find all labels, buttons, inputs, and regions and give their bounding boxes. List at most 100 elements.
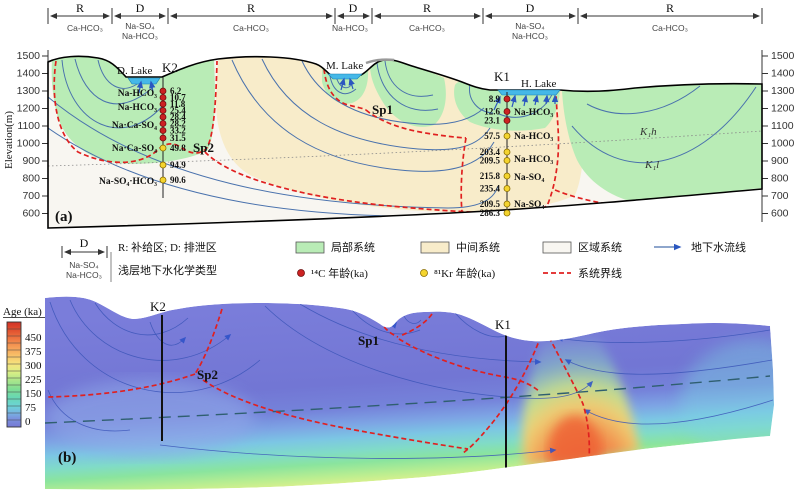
d-lake-water (127, 77, 161, 85)
k1-kr-dots (503, 132, 511, 217)
k2-water-type: Na-SO₄·HCO₃ (99, 177, 157, 187)
axis-tick-label: 1000 (771, 138, 795, 150)
axis-tick-label: 1400 (17, 68, 41, 80)
age-colorbar: Age (ka) 450 375 300 225 150 75 0 (3, 306, 46, 428)
axis-tick-label: 900 (771, 155, 789, 167)
zone-chem: Na-HCO₃ (122, 31, 158, 41)
legend-swatch-intermediate (420, 241, 450, 254)
axis-tick-label: 800 (22, 173, 40, 185)
k1-c14-dots (503, 95, 511, 124)
colorbar-tick: 300 (25, 360, 42, 372)
colorbar-tick: 75 (25, 402, 37, 414)
zone-letter: R (76, 1, 84, 15)
legend-swatch-regional (542, 241, 572, 254)
colorbar-tick: 450 (25, 332, 42, 344)
legend-d-chem: Na-SO₄ (69, 260, 99, 270)
hill-cap (365, 58, 395, 65)
panel-b: Age (ka) 450 375 300 225 150 75 0 (3, 296, 774, 490)
axis-tick-label: 1100 (771, 120, 794, 132)
strata-contact-line (48, 130, 762, 167)
k2-age: 33.2 (170, 126, 186, 136)
panel-a: 1500 1400 1300 1200 1100 1000 900 800 70… (3, 50, 795, 229)
colorbar-tick: 225 (25, 374, 42, 386)
k2-label: K2 (162, 60, 178, 75)
zone-chem: Ca-HCO₃ (409, 23, 445, 33)
elevation-axis-left: 1500 1400 1300 1200 1100 1000 900 800 70… (3, 50, 49, 228)
axis-tick-label: 1000 (17, 138, 41, 150)
k2-age: 31.5 (170, 133, 186, 143)
panel-a-label: (a) (55, 209, 73, 225)
legend-d-letter: D (80, 236, 89, 250)
legend-swatch-local (295, 241, 325, 254)
axis-tick-label: 1300 (771, 85, 795, 97)
k1-water-type: Na-HCO₃ (514, 132, 553, 142)
sp1-label-a: Sp1 (372, 102, 393, 117)
zone-chem: Na-SO₄ (515, 21, 545, 31)
zone-chem: Ca-HCO₃ (233, 23, 269, 33)
k2-water-type: Na·Ca-SO₄ (112, 121, 157, 131)
legend-boundary-label: 系统界线 (578, 266, 622, 280)
colorbar-tick: 375 (25, 346, 42, 358)
legend-d-chem: Na-HCO₃ (66, 270, 102, 280)
axis-title: Elevation(m) (3, 111, 15, 169)
zone-chem: Ca-HCO₃ (67, 23, 103, 33)
axis-tick-label: 600 (22, 208, 40, 220)
axis-tick-label: 1200 (771, 103, 795, 115)
k2-c14-dots (159, 87, 167, 142)
sp2-label-b: Sp2 (197, 367, 218, 382)
legend-regional-label: 区域系统 (578, 241, 622, 254)
borehole-k2: 6.2 10.7 11.8 25.4 28.4 28.2 33.2 31.5 4… (99, 60, 186, 198)
age-field (45, 296, 774, 490)
k1-age: 8.9 (489, 94, 501, 104)
k1-age: 23.1 (484, 116, 500, 126)
k1-water-type: Na-HCO₃ (514, 108, 553, 118)
axis-tick-label: 1500 (771, 50, 795, 62)
legend: D Na-SO₄ Na-HCO₃ R: 补给区; D: 排泄区 浅层地下水化学类… (61, 236, 746, 282)
legend-note-2: 浅层地下水化学类型 (118, 263, 217, 277)
axis-tick-label: 1100 (17, 120, 40, 132)
colorbar-gradient (6, 321, 22, 428)
legend-c14-dot-icon (297, 269, 305, 277)
legend-flowline-label: 地下水流线 (691, 240, 746, 254)
colorbar-tick: 0 (25, 416, 31, 428)
sp2-label-a: Sp2 (193, 140, 214, 155)
section-systems (48, 56, 762, 217)
k1-water-type: Na-SO₄ (514, 173, 544, 183)
colorbar-tick: 150 (25, 388, 42, 400)
panel-b-label: (b) (58, 450, 76, 466)
k1-age: 203.4 (480, 147, 501, 157)
k2-age: 6.2 (170, 86, 182, 96)
zone-letter: D (136, 1, 145, 15)
k1-age: 12.6 (484, 107, 500, 117)
zone-chem: Na-HCO₃ (512, 31, 548, 41)
k2-age: 11.8 (170, 99, 186, 109)
zone-chem: Na-HCO₃ (332, 23, 368, 33)
legend-note-1: R: 补给区; D: 排泄区 (118, 240, 217, 254)
h-lake-label: H. Lake (521, 78, 557, 90)
axis-tick-label: 900 (22, 155, 40, 167)
k2-water-type: Na·Ca-SO₄ (112, 144, 157, 154)
legend-kr-label: ⁸¹Kr 年龄(ka) (434, 266, 496, 280)
k2-water-type: Na-HCO₃ (118, 103, 157, 113)
system-boundaries-b (46, 308, 591, 461)
axis-tick-label: 1200 (17, 103, 41, 115)
k1-water-type: Na-SO₄ (514, 200, 544, 210)
borehole-k1: 8.9 12.6 23.1 57.5 203.4 209.5 215.8 235… (480, 69, 554, 218)
legend-c14-label: ¹⁴C 年龄(ka) (311, 266, 368, 280)
zone-chem: Na-SO₄ (125, 21, 155, 31)
elevation-axis-right: 1500 1400 1300 1200 1100 1000 900 800 70… (761, 50, 795, 222)
strata-k1h-label: K₁h (639, 126, 657, 138)
local-system-right (562, 83, 762, 206)
k1-label: K1 (494, 69, 510, 84)
legend-kr-dot-icon (420, 269, 428, 277)
zone-band-ticks (47, 8, 763, 24)
zone-letter: R (247, 1, 255, 15)
k1-age: 215.8 (480, 171, 501, 181)
k1-age: 209.5 (480, 156, 501, 166)
k1-age: 57.5 (484, 131, 500, 141)
k2-water-type: Na-HCO₃ (118, 89, 157, 99)
k1-label-b: K1 (495, 317, 511, 332)
axis-tick-label: 1300 (17, 85, 41, 97)
legend-d-zone: D Na-SO₄ Na-HCO₃ (61, 236, 112, 282)
